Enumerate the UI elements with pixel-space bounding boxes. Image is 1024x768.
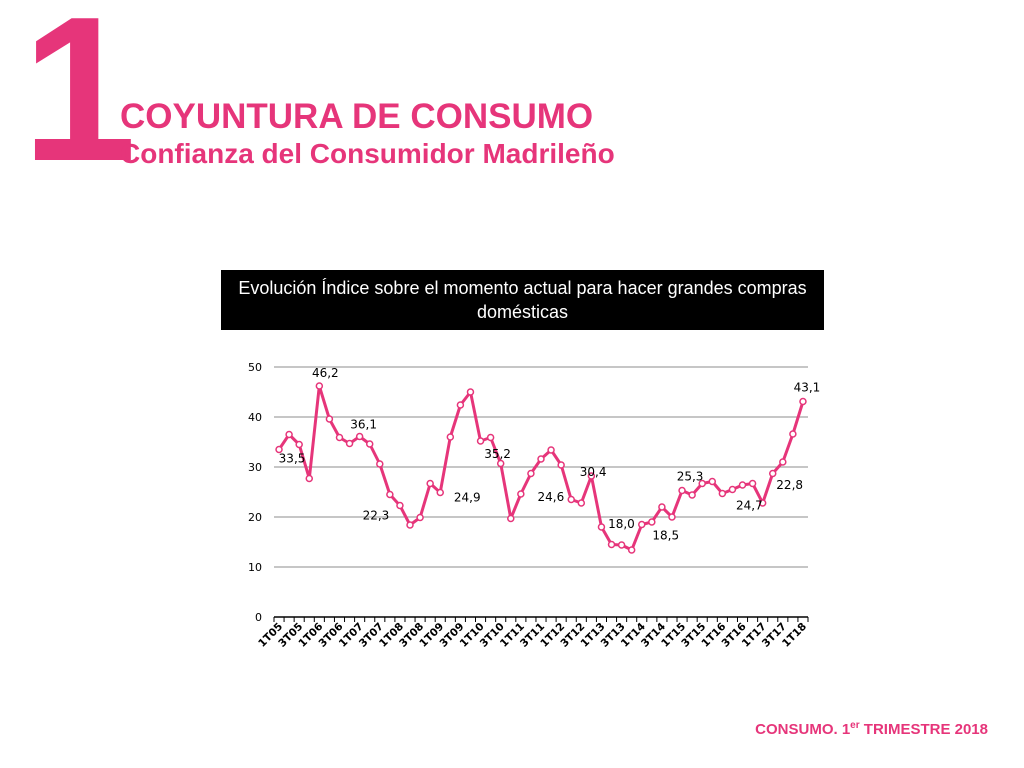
- data-point: [617, 541, 626, 549]
- data-point: [678, 486, 686, 495]
- data-point: [315, 382, 324, 390]
- data-label: 22,8: [776, 478, 803, 492]
- chart-title: Evolución Índice sobre el momento actual…: [221, 270, 824, 330]
- data-point: [587, 472, 596, 480]
- data-point: [476, 437, 485, 445]
- line-chart: 0 10 20 30 40 50 1T05 3T05 1T06 3T06 1T07 3T07 1T08 3…: [230, 350, 820, 675]
- data-label: 36,1: [350, 418, 377, 432]
- data-label: 46,2: [312, 366, 339, 380]
- y-tick-label: 0: [255, 611, 262, 624]
- data-point: [376, 460, 384, 468]
- data-point: [597, 523, 606, 531]
- page-title: COYUNTURA DE CONSUMO: [120, 97, 594, 136]
- section-number: 1: [22, 0, 137, 204]
- data-point: [486, 433, 495, 442]
- footer-sup: er: [850, 720, 860, 731]
- data-label: 18,5: [652, 529, 679, 543]
- data-point: [728, 485, 737, 494]
- data-label: 35,2: [484, 447, 511, 461]
- data-point: [396, 501, 404, 510]
- data-point: [718, 489, 727, 498]
- data-point: [708, 477, 717, 486]
- data-point: [426, 479, 434, 488]
- data-point: [668, 513, 676, 521]
- y-tick-label: 20: [248, 511, 262, 524]
- data-point: [305, 474, 314, 483]
- series-line: [277, 384, 805, 552]
- data-point: [335, 433, 344, 442]
- y-tick-label: 10: [248, 561, 262, 574]
- data-point: [295, 440, 303, 449]
- data-point: [638, 520, 646, 529]
- data-point: [527, 469, 535, 478]
- footer-text: CONSUMO. 1: [755, 721, 851, 738]
- data-point: [768, 469, 777, 478]
- footer-label: CONSUMO. 1er TRIMESTRE 2018: [755, 720, 988, 738]
- data-point: [325, 415, 334, 423]
- data-point: [748, 479, 757, 488]
- data-point: [507, 514, 515, 523]
- data-point: [688, 491, 696, 499]
- data-point: [285, 430, 293, 439]
- data-point: [466, 388, 475, 396]
- data-label: 24,7: [736, 499, 763, 513]
- data-point: [275, 445, 283, 454]
- data-point: [789, 430, 797, 438]
- data-point: [345, 439, 354, 448]
- data-point: [799, 397, 807, 406]
- data-point: [738, 481, 747, 489]
- data-point: [517, 490, 525, 498]
- footer-text-end: TRIMESTRE 2018: [859, 721, 988, 738]
- data-point: [547, 446, 555, 454]
- data-label: 18,0: [608, 517, 635, 531]
- data-point: [496, 459, 505, 468]
- data-point: [365, 440, 374, 448]
- data-point: [698, 479, 706, 488]
- data-label: 22,3: [363, 509, 390, 523]
- data-point: [456, 401, 465, 409]
- data-point: [607, 540, 616, 549]
- y-tick-label: 40: [248, 411, 262, 424]
- data-label: 33,5: [279, 452, 306, 466]
- data-label: 43,1: [794, 381, 820, 395]
- y-tick-label: 50: [248, 361, 262, 374]
- data-point: [577, 499, 586, 507]
- data-point: [627, 546, 636, 554]
- data-label: 25,3: [677, 470, 704, 484]
- data-label: 24,6: [537, 490, 564, 504]
- data-point: [436, 488, 444, 497]
- data-point: [758, 499, 767, 507]
- data-point: [658, 503, 666, 511]
- data-point: [416, 513, 424, 522]
- data-point: [557, 461, 565, 469]
- data-point: [406, 521, 414, 529]
- page-subtitle: Confianza del Consumidor Madrileño: [120, 138, 615, 169]
- y-tick-label: 30: [248, 461, 262, 474]
- line-chart-svg: 010203040501T053T051T063T061T073T071T083…: [248, 361, 820, 650]
- data-label: 30,4: [580, 465, 607, 479]
- data-point: [537, 455, 545, 463]
- data-point: [355, 432, 364, 441]
- data-point: [446, 433, 455, 441]
- data-point: [567, 495, 575, 504]
- data-point: [386, 490, 394, 499]
- data-point: [648, 518, 656, 526]
- data-label: 24,9: [454, 491, 481, 505]
- data-point: [779, 458, 787, 466]
